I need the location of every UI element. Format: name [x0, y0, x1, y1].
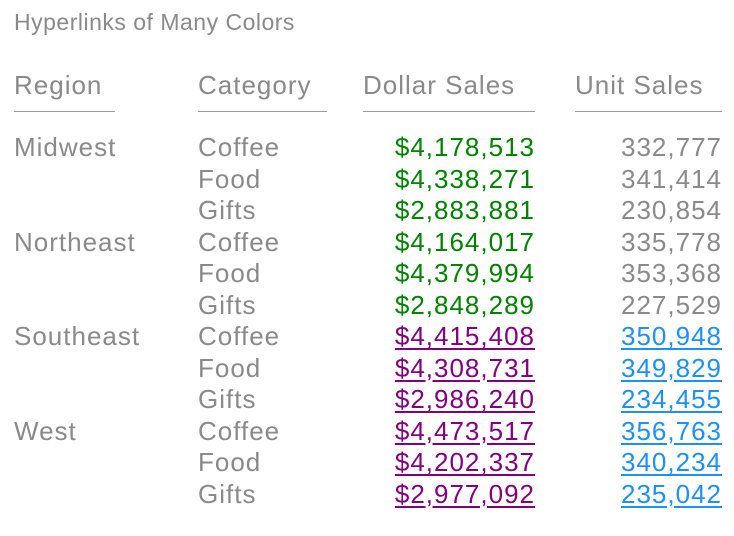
dollar-sales-value[interactable]: $4,308,731 — [394, 352, 535, 383]
unit-sales-value: 353,368 — [621, 258, 722, 288]
dollar-sales-value[interactable]: $2,977,092 — [394, 478, 535, 509]
region-cell: West — [14, 415, 77, 446]
region-cell: Northeast — [14, 226, 136, 257]
unit-sales-value: 341,414 — [621, 163, 722, 194]
unit-sales-value[interactable]: 349,829 — [621, 352, 722, 383]
column-header-category: Category — [198, 72, 327, 112]
dollar-sales-value: $2,848,289 — [394, 289, 535, 320]
dollar-sales-value[interactable]: $4,202,337 — [394, 447, 535, 477]
region-cell — [14, 384, 115, 416]
category-cell: Food — [198, 163, 262, 194]
category-cell: Food — [198, 352, 262, 383]
category-cell: Food — [198, 258, 262, 288]
region-cell — [14, 290, 115, 322]
dollar-sales-value: $4,338,271 — [394, 163, 535, 194]
dollar-sales-value: $2,883,881 — [394, 195, 535, 225]
region-cell: Southeast — [14, 321, 141, 351]
region-cell — [14, 447, 115, 479]
region-cell — [14, 195, 115, 227]
dollar-sales-value[interactable]: $2,986,240 — [394, 384, 535, 414]
dollar-sales-value: $4,164,017 — [394, 226, 535, 257]
unit-sales-value[interactable]: 235,042 — [621, 478, 722, 509]
category-cell: Gifts — [198, 384, 257, 414]
unit-sales-value: 227,529 — [621, 289, 722, 320]
unit-sales-value[interactable]: 234,455 — [621, 384, 722, 414]
dollar-sales-value[interactable]: $4,415,408 — [394, 321, 535, 351]
dollar-sales-value: $4,379,994 — [394, 258, 535, 288]
table-header: Region Category Dollar Sales Unit Sales — [14, 72, 722, 112]
region-cell — [14, 258, 115, 290]
region-cell: Midwest — [14, 132, 117, 162]
column-header-dollar-sales: Dollar Sales — [363, 72, 535, 112]
unit-sales-value: 230,854 — [621, 195, 722, 225]
category-cell: Coffee — [198, 226, 281, 257]
region-cell — [14, 164, 115, 196]
category-cell: Coffee — [198, 415, 281, 446]
unit-sales-value[interactable]: 350,948 — [621, 321, 722, 351]
column-header-unit-sales: Unit Sales — [575, 72, 722, 112]
category-cell: Gifts — [198, 478, 257, 509]
unit-sales-value[interactable]: 356,763 — [621, 415, 722, 446]
report-title: Hyperlinks of Many Colors — [14, 9, 295, 35]
category-cell: Gifts — [198, 289, 257, 320]
category-cell: Food — [198, 447, 262, 477]
dollar-sales-value: $4,178,513 — [394, 132, 535, 162]
region-cell — [14, 479, 115, 511]
category-cell: Coffee — [198, 132, 281, 162]
category-cell: Coffee — [198, 321, 281, 351]
region-cell — [14, 353, 115, 385]
table-body: Midwest Coffee $4,178,513 332,777 Food $… — [14, 132, 722, 510]
unit-sales-value[interactable]: 340,234 — [621, 447, 722, 477]
unit-sales-value: 332,777 — [621, 132, 722, 162]
category-cell: Gifts — [198, 195, 257, 225]
dollar-sales-value[interactable]: $4,473,517 — [394, 415, 535, 446]
column-header-region: Region — [14, 72, 115, 112]
unit-sales-value: 335,778 — [621, 226, 722, 257]
